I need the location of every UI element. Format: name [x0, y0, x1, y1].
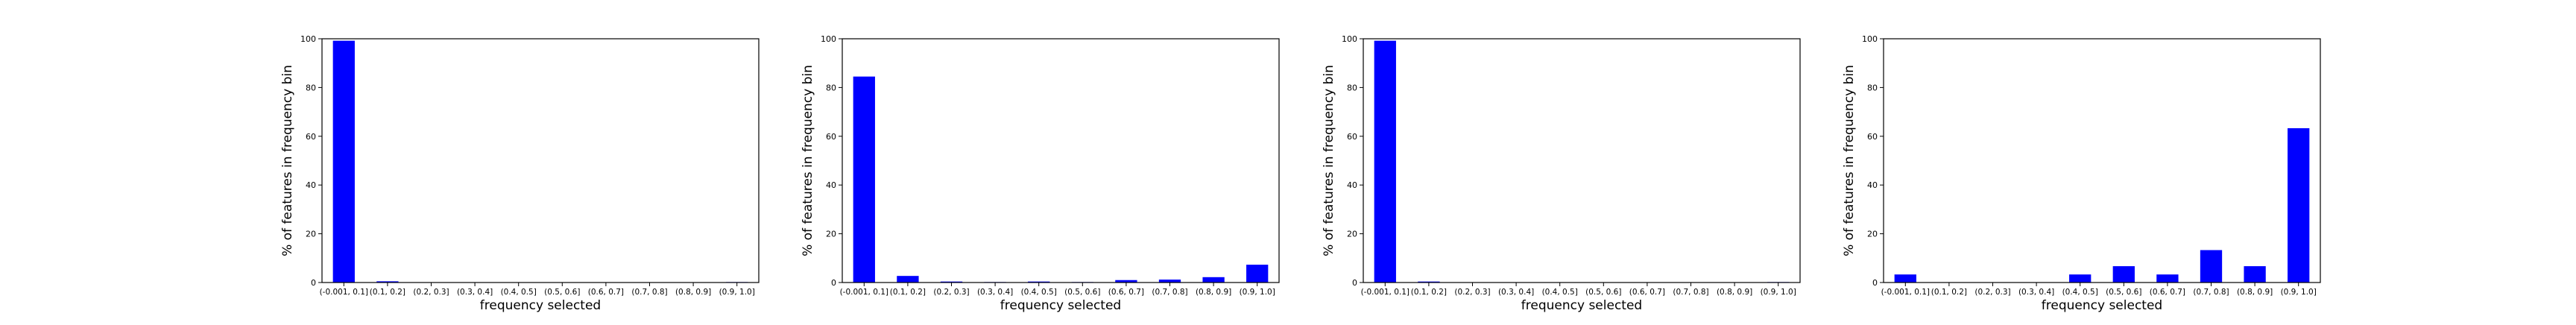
bar-4-7 [2156, 274, 2178, 283]
y-tick-label-3-20: 20 [1347, 230, 1357, 239]
x-tick-label-1-6: (0.5, 0.6] [544, 288, 580, 297]
x-tick-label-4-5: (0.4, 0.5] [2062, 288, 2098, 297]
y-tick-label-3-0: 0 [1352, 278, 1357, 288]
y-tick-label-4-0: 0 [1872, 278, 1878, 288]
plot-frame-3 [1363, 39, 1800, 283]
x-tick-label-3-8: (0.7, 0.8] [1673, 288, 1708, 297]
y-tick-label-1-40: 40 [306, 180, 316, 190]
x-tick-label-2-3: (0.2, 0.3] [933, 288, 969, 297]
y-tick-label-2-0: 0 [831, 278, 836, 288]
y-tick-label-2-80: 80 [826, 83, 836, 92]
bar-4-8 [2200, 250, 2222, 283]
x-tick-label-2-9: (0.8, 0.9] [1196, 288, 1231, 297]
y-tick-label-2-60: 60 [826, 132, 836, 142]
x-axis-label-1: frequency selected [480, 298, 601, 313]
y-tick-label-3-60: 60 [1347, 132, 1357, 142]
y-tick-label-1-20: 20 [306, 230, 316, 239]
plot-frame-4 [1884, 39, 2320, 283]
bar-4-1 [1895, 274, 1916, 283]
y-tick-label-3-100: 100 [1342, 34, 1357, 44]
x-tick-label-2-8: (0.7, 0.8] [1152, 288, 1187, 297]
bar-4-9 [2244, 266, 2265, 283]
bar-4-10 [2288, 128, 2309, 283]
x-tick-label-2-4: (0.3, 0.4] [977, 288, 1013, 297]
x-tick-label-1-7: (0.6, 0.7] [588, 288, 624, 297]
y-tick-label-4-80: 80 [1867, 83, 1878, 92]
x-tick-label-1-2: (0.1, 0.2] [370, 288, 405, 297]
bar-2-9 [1202, 277, 1224, 283]
x-tick-label-4-1: (-0.001, 0.1] [1881, 288, 1930, 297]
x-tick-label-3-10: (0.9, 1.0] [1761, 288, 1796, 297]
y-tick-label-1-100: 100 [300, 34, 316, 44]
x-tick-label-1-1: (-0.001, 0.1] [320, 288, 368, 297]
x-tick-label-4-2: (0.1, 0.2] [1931, 288, 1967, 297]
y-tick-label-1-80: 80 [306, 83, 316, 92]
bar-4-5 [2069, 274, 2091, 283]
y-tick-label-4-60: 60 [1867, 132, 1878, 142]
x-tick-label-3-1: (-0.001, 0.1] [1361, 288, 1409, 297]
x-axis-label-2: frequency selected [1000, 298, 1121, 313]
bar-1-1 [333, 41, 355, 283]
x-tick-label-1-3: (0.2, 0.3] [413, 288, 449, 297]
x-tick-label-4-7: (0.6, 0.7] [2150, 288, 2185, 297]
y-tick-label-4-40: 40 [1867, 180, 1878, 190]
y-axis-label-2: % of features in frequency bin [801, 65, 815, 256]
y-tick-label-2-20: 20 [826, 230, 836, 239]
x-tick-label-4-9: (0.8, 0.9] [2237, 288, 2273, 297]
y-tick-label-3-80: 80 [1347, 83, 1357, 92]
x-tick-label-3-9: (0.8, 0.9] [1717, 288, 1752, 297]
y-tick-label-4-20: 20 [1867, 230, 1878, 239]
bar-4-6 [2113, 266, 2135, 283]
y-tick-label-2-40: 40 [826, 180, 836, 190]
x-tick-label-3-6: (0.5, 0.6] [1585, 288, 1621, 297]
x-tick-label-3-4: (0.3, 0.4] [1498, 288, 1534, 297]
x-tick-label-4-10: (0.9, 1.0] [2281, 288, 2317, 297]
bar-3-1 [1374, 41, 1396, 283]
x-tick-label-3-7: (0.6, 0.7] [1629, 288, 1665, 297]
bar-2-2 [897, 276, 918, 283]
x-axis-label-3: frequency selected [1521, 298, 1642, 313]
x-tick-label-4-6: (0.5, 0.6] [2106, 288, 2141, 297]
plot-frame-2 [842, 39, 1279, 283]
y-tick-label-2-100: 100 [821, 34, 836, 44]
y-axis-label-1: % of features in frequency bin [280, 65, 295, 256]
x-tick-label-2-2: (0.1, 0.2] [890, 288, 926, 297]
x-tick-label-2-6: (0.5, 0.6] [1064, 288, 1100, 297]
plot-frame-1 [322, 39, 759, 283]
x-tick-label-1-5: (0.4, 0.5] [501, 288, 537, 297]
x-tick-label-1-8: (0.7, 0.8] [631, 288, 667, 297]
x-tick-label-2-5: (0.4, 0.5] [1021, 288, 1057, 297]
y-tick-label-3-40: 40 [1347, 180, 1357, 190]
x-tick-label-1-4: (0.3, 0.4] [457, 288, 493, 297]
y-tick-label-1-60: 60 [306, 132, 316, 142]
x-tick-label-3-5: (0.4, 0.5] [1542, 288, 1578, 297]
x-tick-label-2-10: (0.9, 1.0] [1240, 288, 1275, 297]
y-tick-label-1-0: 0 [311, 278, 316, 288]
x-tick-label-1-9: (0.8, 0.9] [675, 288, 711, 297]
x-tick-label-4-3: (0.2, 0.3] [1974, 288, 2010, 297]
bar-2-1 [853, 77, 875, 283]
x-tick-label-1-10: (0.9, 1.0] [719, 288, 755, 297]
x-tick-label-2-1: (-0.001, 0.1] [840, 288, 888, 297]
x-tick-label-3-2: (0.1, 0.2] [1411, 288, 1447, 297]
bar-2-10 [1246, 265, 1268, 283]
x-tick-label-2-7: (0.6, 0.7] [1108, 288, 1144, 297]
y-axis-label-3: % of features in frequency bin [1322, 65, 1336, 256]
x-axis-label-4: frequency selected [2042, 298, 2162, 313]
y-axis-label-4: % of features in frequency bin [1842, 65, 1857, 256]
x-tick-label-3-3: (0.2, 0.3] [1454, 288, 1490, 297]
x-tick-label-4-8: (0.7, 0.8] [2193, 288, 2229, 297]
x-tick-label-4-4: (0.3, 0.4] [2018, 288, 2054, 297]
y-tick-label-4-100: 100 [1862, 34, 1878, 44]
